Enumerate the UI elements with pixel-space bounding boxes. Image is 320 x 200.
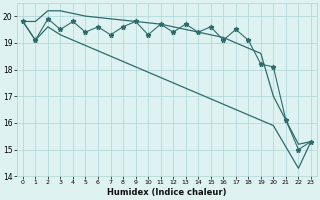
X-axis label: Humidex (Indice chaleur): Humidex (Indice chaleur): [107, 188, 227, 197]
